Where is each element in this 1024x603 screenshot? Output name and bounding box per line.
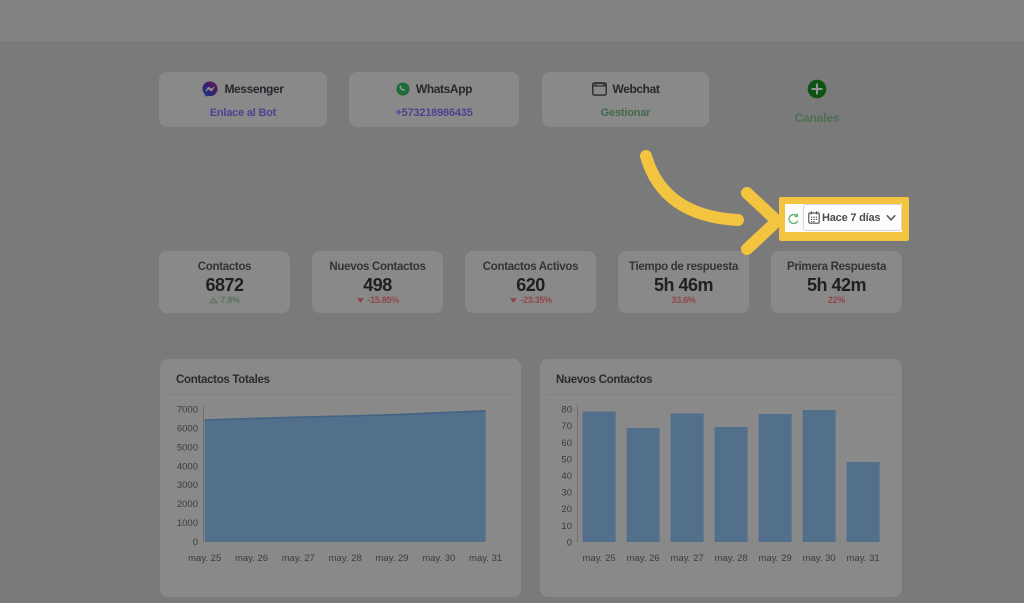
- svg-text:may. 27: may. 27: [282, 553, 315, 564]
- svg-text:6000: 6000: [177, 424, 198, 435]
- svg-text:20: 20: [561, 504, 572, 515]
- svg-text:0: 0: [193, 537, 198, 548]
- svg-text:3000: 3000: [177, 480, 198, 491]
- svg-text:30: 30: [561, 488, 572, 499]
- svg-text:may. 29: may. 29: [759, 553, 792, 564]
- svg-text:may. 31: may. 31: [469, 553, 502, 564]
- svg-text:5000: 5000: [177, 442, 198, 453]
- svg-text:may. 29: may. 29: [375, 553, 408, 564]
- svg-text:may. 26: may. 26: [235, 553, 268, 564]
- svg-text:70: 70: [561, 421, 572, 432]
- svg-text:7000: 7000: [177, 405, 198, 416]
- svg-text:may. 28: may. 28: [329, 553, 362, 564]
- svg-text:40: 40: [561, 471, 572, 482]
- svg-text:2000: 2000: [177, 499, 198, 510]
- svg-text:80: 80: [561, 405, 572, 416]
- svg-text:may. 25: may. 25: [188, 553, 221, 564]
- svg-text:may. 30: may. 30: [803, 553, 836, 564]
- svg-text:may. 26: may. 26: [627, 553, 660, 564]
- svg-text:may. 27: may. 27: [671, 553, 704, 564]
- svg-text:10: 10: [561, 521, 572, 532]
- svg-text:may. 25: may. 25: [583, 553, 616, 564]
- svg-text:may. 30: may. 30: [422, 553, 455, 564]
- svg-text:4000: 4000: [177, 461, 198, 472]
- svg-text:may. 31: may. 31: [847, 553, 880, 564]
- svg-text:60: 60: [561, 438, 572, 449]
- svg-text:50: 50: [561, 454, 572, 465]
- svg-text:0: 0: [567, 537, 572, 548]
- svg-text:1000: 1000: [177, 518, 198, 529]
- svg-text:may. 28: may. 28: [715, 553, 748, 564]
